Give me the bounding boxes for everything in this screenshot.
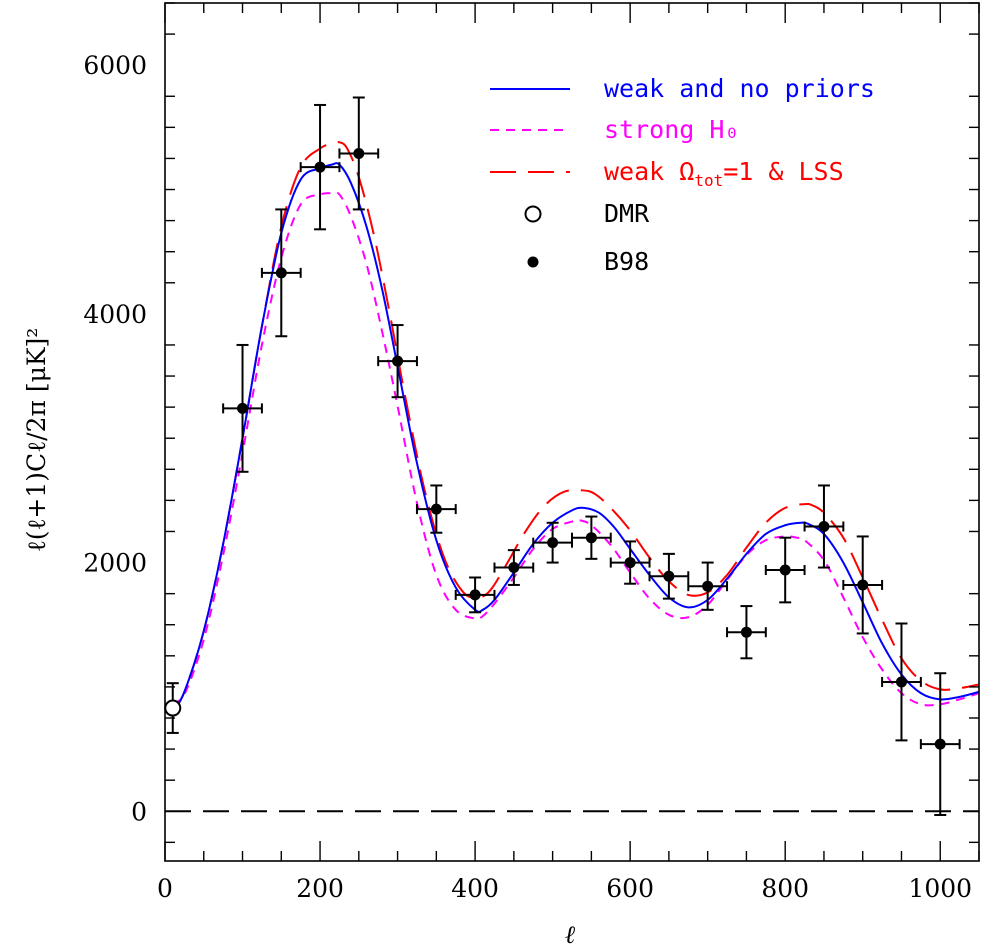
data-point-b98 [919, 672, 961, 816]
y-tick-label: 0 [131, 797, 147, 826]
b98-marker [392, 355, 404, 367]
ticks-layer: 0 200 400 600 800 1000 0 2000 4000 6000 [83, 2, 980, 903]
data-point-b98 [571, 515, 612, 560]
b98-marker [740, 626, 752, 638]
b98-marker [702, 580, 714, 592]
x-tick-label: 0 [157, 874, 173, 903]
legend-label-weak-omega-lss: weak Ωtot=1 & LSS [604, 157, 844, 190]
series-line-short [172, 191, 979, 707]
b98-marker [779, 564, 791, 576]
b98-marker [275, 267, 287, 279]
b98-marker [314, 161, 326, 173]
data-point-b98 [648, 552, 690, 600]
data-point-b98 [803, 484, 845, 569]
x-tick-label: 1000 [908, 874, 972, 903]
y-tick-label: 4000 [83, 300, 147, 329]
data-point-b98 [260, 208, 302, 338]
data-point-b98 [377, 324, 418, 399]
legend-label-b98: B98 [604, 247, 649, 276]
data-point-b98 [842, 535, 884, 635]
b98-marker [237, 402, 249, 414]
legend-label-strong-h0: strong H₀ [604, 115, 739, 144]
data-point-dmr [164, 682, 182, 734]
data-point-b98 [338, 96, 380, 211]
y-tick-label: 2000 [83, 549, 147, 578]
legend-marker-b98 [527, 256, 539, 268]
data-point-b98 [415, 484, 457, 534]
b98-marker [430, 503, 442, 515]
data-point-b98 [726, 605, 767, 660]
legend-marker-dmr [524, 205, 542, 223]
legend: weak and no priors strong H₀ weak Ωtot=1… [490, 74, 875, 276]
legend-label-dmr: DMR [604, 199, 650, 228]
plot-frame [164, 2, 980, 862]
dmr-marker [164, 699, 182, 717]
data-point-b98 [881, 622, 922, 742]
data-point-b98 [532, 521, 573, 564]
b98-marker [469, 589, 481, 601]
x-tick-label: 400 [451, 874, 499, 903]
b98-marker [895, 676, 907, 688]
b98-marker [508, 562, 520, 574]
b98-marker [353, 147, 365, 159]
x-tick-label: 800 [761, 874, 809, 903]
points-layer [164, 96, 961, 816]
y-tick-label: 6000 [83, 51, 147, 80]
data-point-b98 [687, 561, 729, 611]
data-point-b98 [609, 540, 651, 585]
b98-marker [547, 537, 559, 549]
b98-marker [818, 521, 830, 533]
series-line-long [171, 140, 979, 713]
b98-marker [585, 532, 597, 544]
x-axis-label: ℓ [565, 920, 576, 949]
data-point-b98 [222, 343, 263, 473]
data-point-b98 [299, 103, 341, 231]
b98-marker [624, 557, 636, 569]
b98-marker [857, 579, 869, 591]
series-layer [165, 140, 979, 813]
b98-marker [934, 738, 946, 750]
y-axis-label: ℓ(ℓ+1)Cℓ/2π [μK]² [22, 328, 51, 553]
data-point-b98 [493, 549, 535, 586]
b98-marker [663, 570, 675, 582]
x-tick-label: 200 [296, 874, 344, 903]
x-tick-label: 600 [606, 874, 654, 903]
legend-label-weak-no-priors: weak and no priors [604, 74, 875, 103]
data-point-b98 [764, 536, 806, 604]
data-point-b98 [454, 576, 496, 614]
